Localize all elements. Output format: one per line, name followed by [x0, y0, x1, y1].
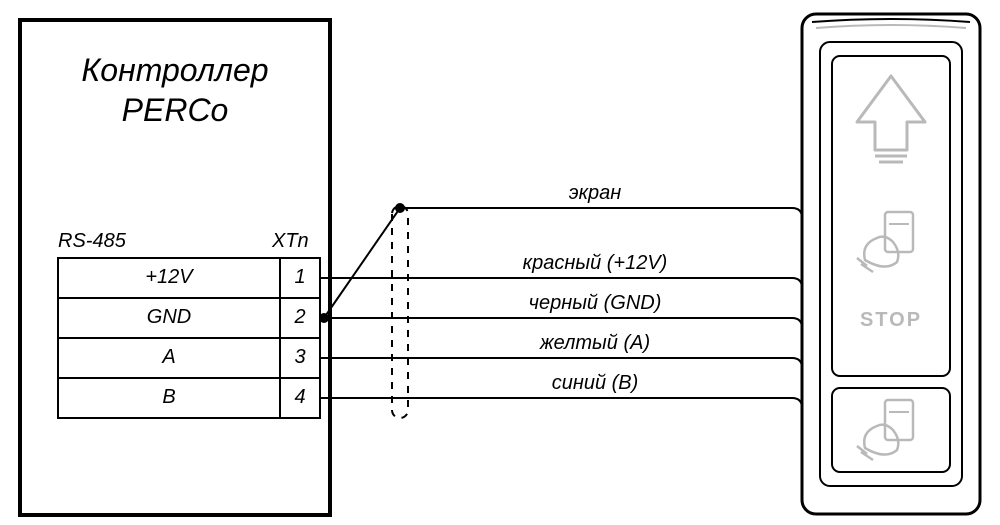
- header-rs485: RS-485: [58, 230, 158, 253]
- wire-label-4: синий (B): [430, 372, 760, 395]
- terminal-pin-3: 4: [280, 386, 320, 409]
- cable-shield: [392, 206, 408, 418]
- terminal-pin-2: 3: [280, 346, 320, 369]
- wire-label-2: черный (GND): [430, 292, 760, 315]
- terminal-signal-2: A: [58, 346, 280, 369]
- terminal-pin-0: 1: [280, 266, 320, 289]
- card-reader-device: STOP: [802, 14, 980, 514]
- terminal-signal-0: +12V: [58, 266, 280, 289]
- wire-label-1: красный (+12V): [430, 252, 760, 275]
- wire-label-3: желтый (A): [430, 332, 760, 355]
- wire-label-0: экран: [430, 182, 760, 205]
- terminal-signal-3: B: [58, 386, 280, 409]
- controller-title-line1: Контроллер: [20, 50, 330, 90]
- controller-title-line2: PERCo: [20, 90, 330, 130]
- terminal-signal-1: GND: [58, 306, 280, 329]
- wiring-diagram: STOP КонтроллерPERCo RS-485 XTn +12V1GND2A3…: [0, 0, 1000, 525]
- header-xtn: XTn: [272, 230, 332, 253]
- stop-label: STOP: [860, 309, 922, 331]
- terminal-pin-1: 2: [280, 306, 320, 329]
